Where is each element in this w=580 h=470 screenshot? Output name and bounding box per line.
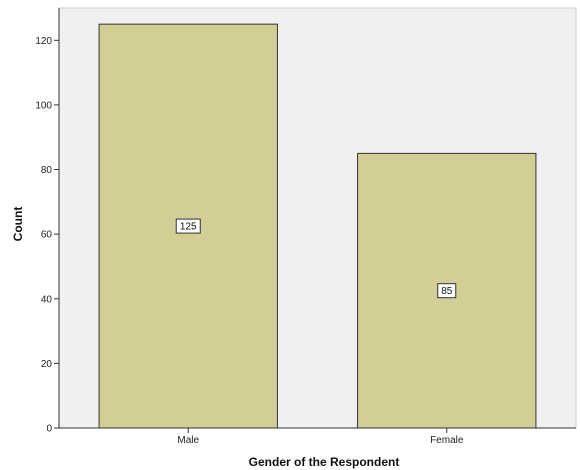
y-axis: 0 20 40 60 80 100 120 [35,8,60,435]
data-label-box [437,283,457,299]
x-tick-label: Female [430,435,464,446]
y-tick-label: 60 [41,230,53,241]
data-labels: 125 85 [175,218,457,299]
x-axis: Male Female [59,427,576,446]
y-axis-title: Count [11,207,25,242]
x-axis-title: Gender of the Respondent [249,455,400,469]
y-tick-label: 100 [35,100,52,111]
data-label: 85 [441,286,453,297]
y-tick-label: 20 [41,359,53,370]
data-label-box [175,218,201,234]
y-tick-label: 0 [46,424,52,435]
x-tick-label: Male [177,435,199,446]
bars [98,23,537,429]
y-tick-label: 120 [35,36,52,47]
y-tick-label: 40 [41,294,53,305]
y-tick-label: 80 [41,165,53,176]
data-label: 125 [180,222,197,233]
